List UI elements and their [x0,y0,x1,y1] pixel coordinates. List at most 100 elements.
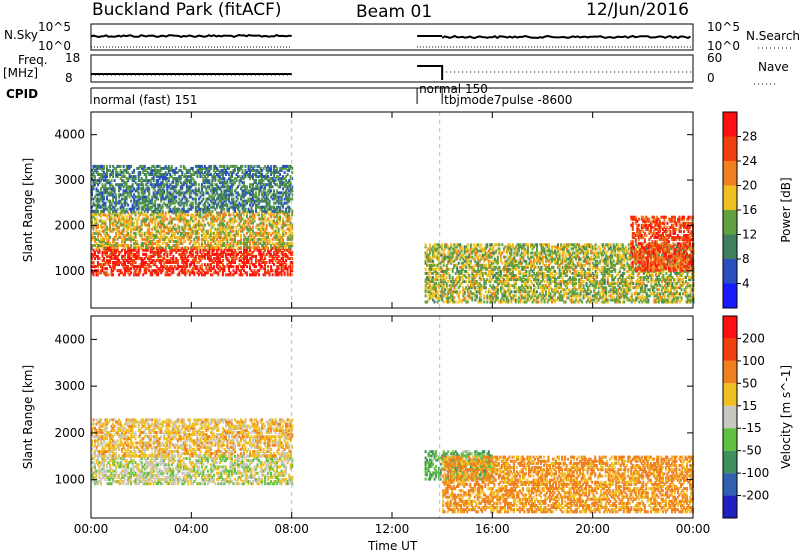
echo-cell [140,261,143,264]
echo-cell [181,235,184,239]
echo-cell [223,248,226,252]
echo-cell [276,265,279,269]
echo-cell [220,211,223,215]
echo-cell [241,211,244,215]
echo-cell [172,211,175,215]
echo-cell [143,219,146,223]
echo-cell [130,229,133,233]
echo-cell [267,271,270,275]
echo-cell [229,235,232,239]
echo-cell [128,235,131,239]
echo-cell [127,265,130,269]
echo-cell [194,225,197,229]
echo-cell [273,219,276,223]
echo-cell [134,257,137,260]
echo-cell [249,239,251,243]
echo-cell [208,257,211,260]
echo-cell [188,242,191,245]
echo-cell [161,217,164,221]
echo-cell [158,246,161,250]
echo-cell [262,237,265,241]
echo-cell [209,265,212,269]
echo-cell [249,242,251,245]
echo-cell [194,197,197,201]
echo-cell [273,252,276,256]
echo-cell [116,229,119,233]
echo-cell [134,271,137,275]
echo-cell [234,215,236,219]
echo-cell [253,231,256,235]
echo-cell [282,209,285,213]
echo-cell [276,271,279,275]
echo-cell [280,252,283,256]
echo-cell [270,213,273,217]
echo-cell [128,269,131,273]
echo-cell [136,223,139,227]
echo-cell [172,259,175,262]
echo-cell [215,233,218,237]
echo-cell [151,259,154,262]
echo-cell [149,246,152,250]
echo-cell [232,229,235,233]
echo-cell [286,257,289,260]
echo-cell [197,221,200,225]
echo-cell [252,215,254,219]
echo-cell [116,246,119,250]
echo-cell [212,223,215,227]
echo-cell [116,237,119,241]
echo-cell [282,217,285,221]
echo-cell [229,261,232,264]
echo-cell [166,267,169,271]
echo-cell [231,273,233,277]
echo-cell [109,259,112,262]
echo-cell [107,239,110,243]
echo-cell [113,246,116,250]
echo-cell [185,257,188,260]
echo-cell [274,271,277,275]
echo-cell [498,243,501,247]
echo-cell [250,227,253,231]
echo-cell [215,246,218,250]
echo-cell [215,227,218,231]
echo-cell [209,211,212,215]
echo-cell [97,225,99,229]
echo-cell [202,215,205,219]
echo-cell [119,250,122,254]
echo-cell [128,219,131,223]
echo-cell [182,250,185,254]
echo-cell [140,235,143,239]
echo-cell [212,217,215,221]
echo-cell [249,229,251,233]
echo-cell [113,217,116,221]
echo-cell [166,252,169,256]
echo-cell [121,263,124,267]
echo-cell [143,233,146,237]
echo-cell [283,248,286,252]
echo-cell [163,263,166,267]
echo-cell [97,244,99,247]
echo-cell [249,273,251,277]
echo-cell [277,221,280,225]
echo-cell [235,254,238,258]
echo-cell [235,265,238,269]
echo-cell [196,237,199,241]
echo-cell [253,217,256,221]
echo-cell [206,263,209,267]
echo-cell [243,219,245,223]
echo-cell [279,242,282,245]
echo-cell [172,225,175,229]
echo-cell [145,231,148,235]
echo-cell [124,269,127,273]
echo-cell [286,254,289,258]
echo-cell [205,237,208,241]
echo-cell [191,261,194,264]
echo-cell [155,211,158,215]
echo-cell [119,219,122,223]
echo-cell [143,252,146,256]
echo-cell [178,229,181,233]
echo-cell [209,246,212,250]
echo-cell [280,225,283,229]
echo-cell [214,252,217,256]
echo-cell [200,263,203,267]
echo-cell [176,215,179,219]
